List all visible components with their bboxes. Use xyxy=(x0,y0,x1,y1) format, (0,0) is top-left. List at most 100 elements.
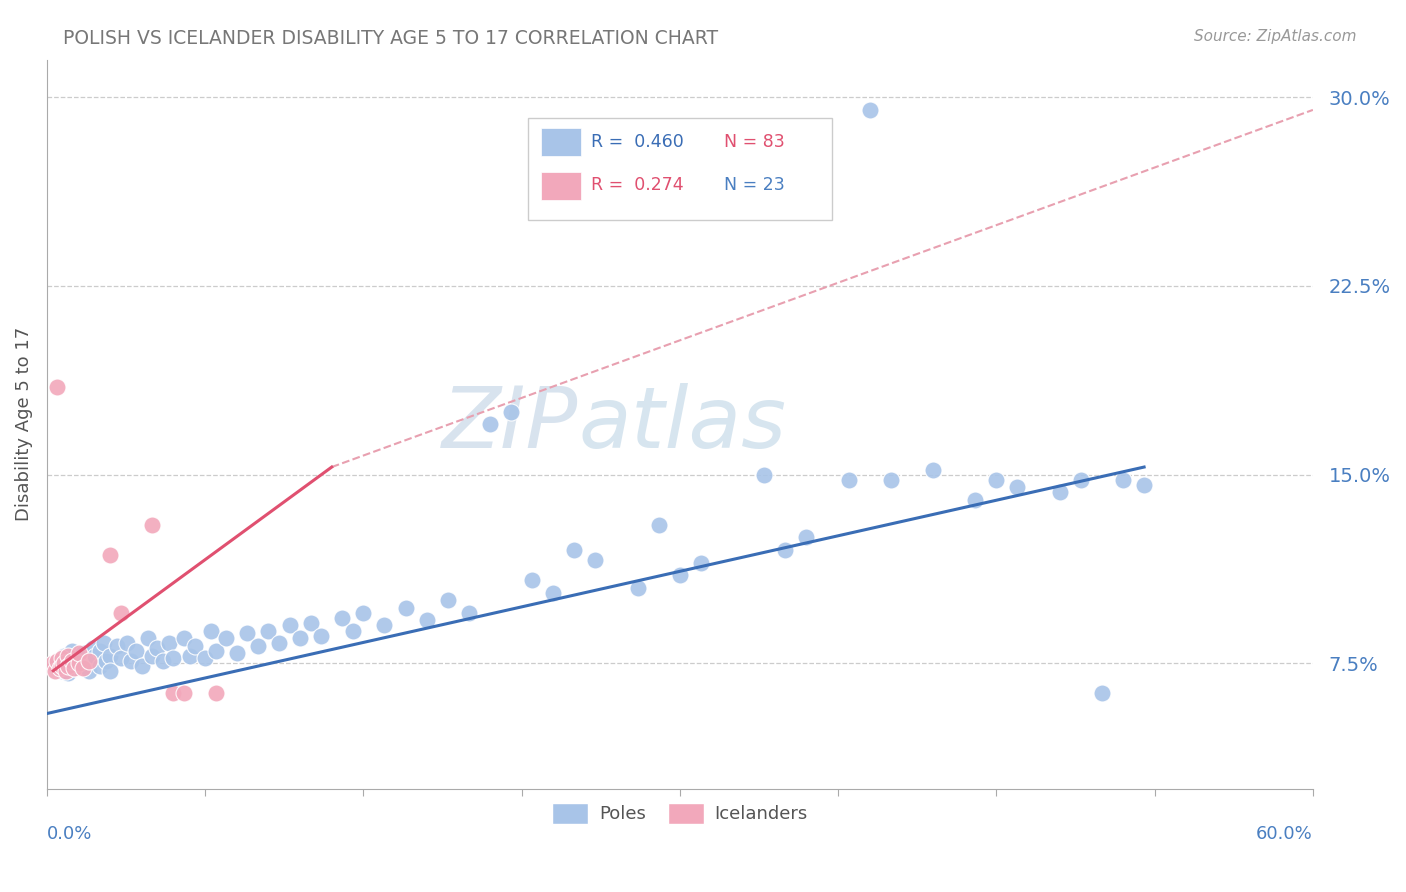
Point xyxy=(543,586,565,600)
Point xyxy=(84,648,107,663)
Point xyxy=(46,657,69,671)
Point xyxy=(215,631,238,645)
Point xyxy=(669,568,692,582)
Point xyxy=(986,473,1008,487)
Point xyxy=(67,651,90,665)
Point xyxy=(204,686,226,700)
Point xyxy=(330,611,353,625)
Point xyxy=(51,664,73,678)
Text: 0.0%: 0.0% xyxy=(46,825,93,844)
Point xyxy=(77,664,100,678)
Point xyxy=(288,631,311,645)
Y-axis label: Disability Age 5 to 17: Disability Age 5 to 17 xyxy=(15,327,32,522)
Point xyxy=(564,543,586,558)
Point xyxy=(183,639,205,653)
Point xyxy=(342,624,364,638)
Text: ZIP: ZIP xyxy=(443,383,579,466)
Point xyxy=(585,553,607,567)
Point xyxy=(415,614,437,628)
Point xyxy=(162,686,184,700)
Point xyxy=(67,657,90,671)
Point xyxy=(44,664,66,678)
Point xyxy=(60,643,83,657)
Point xyxy=(922,462,945,476)
Bar xyxy=(541,128,581,156)
Point xyxy=(98,664,121,678)
Point xyxy=(152,654,174,668)
Point xyxy=(775,543,797,558)
Point xyxy=(60,654,83,668)
Point xyxy=(42,657,65,671)
Point xyxy=(55,664,77,678)
Point xyxy=(110,651,132,665)
Point xyxy=(880,473,903,487)
Point xyxy=(648,517,671,532)
Text: N = 23: N = 23 xyxy=(724,177,785,194)
Point xyxy=(267,636,290,650)
Point xyxy=(72,646,94,660)
Point xyxy=(204,643,226,657)
Point xyxy=(63,661,86,675)
Point xyxy=(838,473,860,487)
Point xyxy=(141,517,163,532)
Text: R =  0.460: R = 0.460 xyxy=(592,133,685,151)
Point xyxy=(436,593,458,607)
Point xyxy=(94,654,117,668)
Point xyxy=(162,651,184,665)
Point xyxy=(157,636,180,650)
Point xyxy=(627,581,650,595)
Point xyxy=(457,606,479,620)
Point xyxy=(1007,480,1029,494)
Point xyxy=(179,648,201,663)
Point xyxy=(690,556,713,570)
Point xyxy=(120,654,142,668)
Point xyxy=(46,379,69,393)
Point xyxy=(225,646,247,660)
Point xyxy=(145,641,167,656)
Point xyxy=(501,405,523,419)
Legend: Poles, Icelanders: Poles, Icelanders xyxy=(546,796,815,831)
Point xyxy=(56,658,79,673)
Text: atlas: atlas xyxy=(579,383,786,466)
Point xyxy=(77,654,100,668)
Point xyxy=(82,641,104,656)
Point xyxy=(56,666,79,681)
Point xyxy=(1091,686,1114,700)
Point xyxy=(173,631,195,645)
Point xyxy=(110,606,132,620)
Text: 60.0%: 60.0% xyxy=(1256,825,1313,844)
Point xyxy=(131,658,153,673)
Point xyxy=(56,648,79,663)
Bar xyxy=(541,172,581,200)
Point xyxy=(1070,473,1092,487)
Point xyxy=(124,643,146,657)
Point xyxy=(1133,477,1156,491)
Point xyxy=(63,661,86,675)
Point xyxy=(73,658,96,673)
Point xyxy=(173,686,195,700)
Point xyxy=(52,648,75,663)
Text: N = 83: N = 83 xyxy=(724,133,785,151)
Point xyxy=(965,492,987,507)
Point xyxy=(373,618,395,632)
Point xyxy=(200,624,222,638)
Point xyxy=(72,661,94,675)
Point xyxy=(299,615,322,630)
Point xyxy=(55,654,77,668)
Point xyxy=(89,643,111,657)
Point xyxy=(394,600,416,615)
Point xyxy=(194,651,217,665)
Point xyxy=(67,657,90,671)
Point xyxy=(257,624,280,638)
Point xyxy=(98,548,121,562)
Point xyxy=(67,646,90,660)
Point xyxy=(89,658,111,673)
Point xyxy=(136,631,159,645)
Point xyxy=(236,626,259,640)
Point xyxy=(479,417,502,432)
Point xyxy=(141,648,163,663)
Point xyxy=(93,636,115,650)
Text: R =  0.274: R = 0.274 xyxy=(592,177,683,194)
Point xyxy=(278,618,301,632)
Point xyxy=(48,661,70,675)
